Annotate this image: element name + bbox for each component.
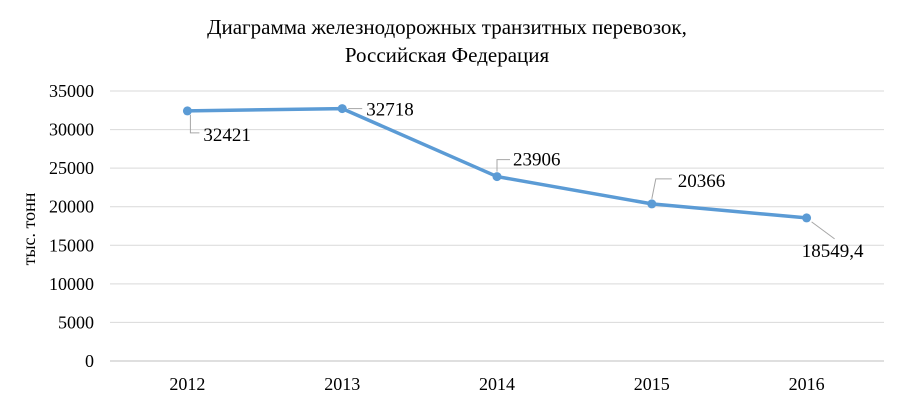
data-point — [492, 172, 502, 182]
y-tick-label: 20000 — [49, 197, 94, 217]
data-label-leader — [651, 178, 672, 199]
data-label: 23906 — [513, 150, 561, 171]
y-axis-label: тыс. тонн — [19, 192, 39, 265]
y-tick-label: 10000 — [49, 274, 94, 294]
x-tick-label: 2015 — [634, 374, 670, 394]
data-point — [182, 106, 192, 116]
data-label: 32718 — [366, 100, 414, 121]
x-tick-label: 2013 — [324, 374, 360, 394]
y-tick-label: 30000 — [49, 120, 94, 140]
data-point — [802, 213, 812, 223]
x-tick-label: 2014 — [479, 374, 515, 394]
y-tick-label: 0 — [85, 351, 94, 371]
y-tick-label: 35000 — [49, 81, 94, 101]
data-label: 18549,4 — [802, 241, 864, 262]
data-label-leader — [496, 159, 510, 172]
data-label-leader — [811, 221, 835, 240]
data-label-leader — [189, 114, 200, 134]
chart-title-line2: Российская Федерация — [345, 43, 550, 67]
data-label: 32421 — [203, 125, 251, 146]
x-tick-label: 2016 — [789, 374, 825, 394]
y-tick-label: 5000 — [58, 312, 94, 332]
data-point — [337, 104, 347, 114]
y-tick-label: 25000 — [49, 158, 94, 178]
data-label: 20366 — [678, 171, 726, 192]
chart-title-line1: Диаграмма железнодорожных транзитных пер… — [207, 15, 687, 39]
x-tick-label: 2012 — [169, 374, 205, 394]
y-tick-label: 15000 — [49, 235, 94, 255]
data-point — [647, 199, 657, 209]
